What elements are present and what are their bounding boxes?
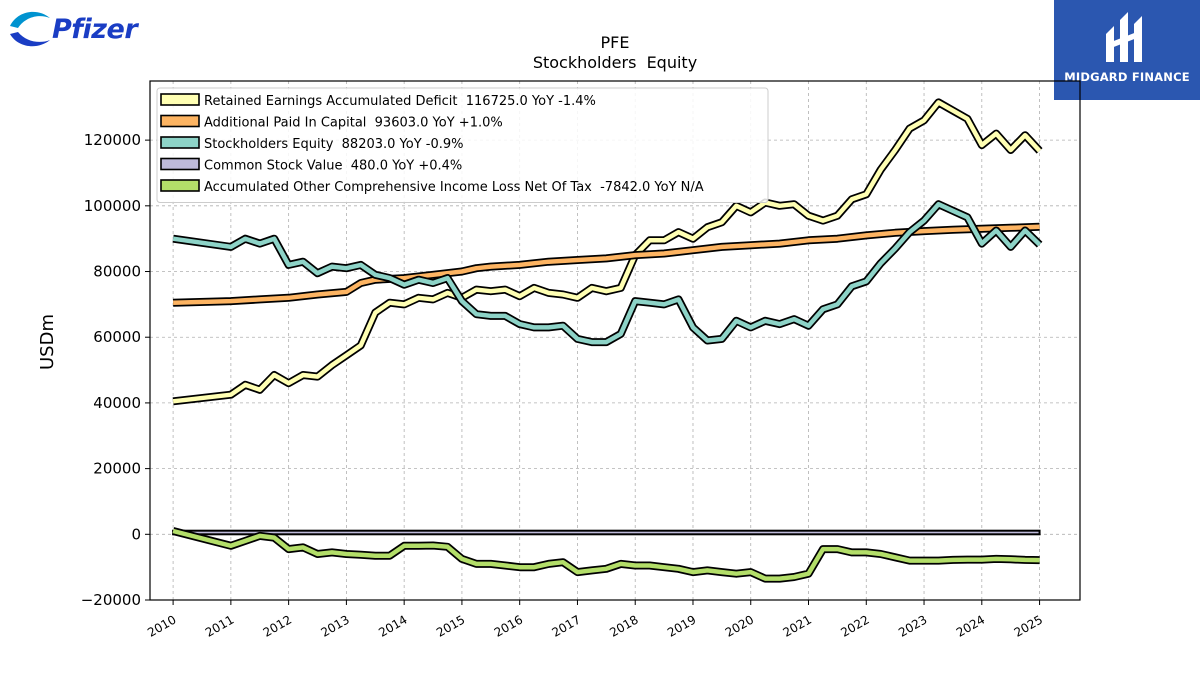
x-tick-label: 2010 [145, 612, 178, 639]
y-tick-label: 100000 [84, 197, 141, 215]
chart-subtitle: Stockholders Equity [533, 53, 697, 72]
x-tick-label: 2018 [607, 612, 640, 639]
legend-label: Retained Earnings Accumulated Deficit 11… [204, 94, 596, 109]
series-line-2 [172, 201, 1042, 345]
y-tick-label: 0 [131, 525, 141, 543]
chart-title: PFE [601, 33, 630, 52]
series-group [172, 98, 1043, 583]
legend-label: Stockholders Equity 88203.0 YoY -0.9% [204, 137, 464, 152]
x-tick-label: 2011 [203, 612, 236, 639]
legend-label: Additional Paid In Capital 93603.0 YoY +… [204, 116, 503, 131]
y-tick-label: 20000 [93, 460, 141, 478]
pfizer-wordmark: Pfizer [52, 14, 138, 45]
midgard-finance-logo: MIDGARD FINANCE [1054, 0, 1200, 100]
x-tick-label: 2024 [954, 612, 987, 639]
x-tick-label: 2016 [492, 612, 525, 639]
x-tick-label: 2014 [376, 612, 409, 639]
y-tick-label: 40000 [93, 394, 141, 412]
x-tick-label: 2012 [261, 612, 294, 639]
plot-frame [149, 80, 1081, 601]
legend-label: Common Stock Value 480.0 YoY +0.4% [204, 159, 462, 174]
midgard-wordmark: MIDGARD FINANCE [1064, 70, 1190, 84]
pfizer-logo: Pfizer [4, 4, 138, 56]
legend-swatch [160, 114, 200, 128]
x-tick-label: 2015 [434, 612, 467, 639]
series-line-outline-4 [172, 527, 1040, 583]
y-tick-label: 60000 [93, 328, 141, 346]
y-tick-label: 80000 [93, 263, 141, 281]
y-axis-label: USDm [37, 314, 58, 370]
x-tick-label: 2022 [838, 612, 871, 639]
legend-box [156, 87, 769, 203]
y-tick-label: 120000 [84, 131, 141, 149]
series-line-4 [172, 528, 1040, 581]
legend-swatch [160, 136, 200, 149]
legend-swatch [160, 179, 200, 192]
legend-swatch [160, 93, 200, 106]
x-tick-label: 2019 [665, 612, 698, 639]
x-tick-label: 2017 [549, 612, 582, 639]
series-line-0 [172, 100, 1042, 404]
y-tick-label: −20000 [81, 591, 141, 609]
legend-label: Accumulated Other Comprehensive Income L… [204, 180, 704, 195]
series-band-common-stock [172, 529, 1041, 536]
series-line-outline-2 [172, 200, 1043, 347]
x-tick-label: 2023 [896, 612, 929, 639]
x-tick-label: 2021 [781, 612, 814, 639]
legend: Retained Earnings Accumulated Deficit 11… [156, 87, 769, 203]
pfizer-swirl-icon [10, 11, 50, 47]
x-tick-label: 2020 [723, 612, 756, 639]
legend-swatch [160, 157, 200, 171]
midgard-emblem-icon [1106, 12, 1142, 62]
x-tick-label: 2013 [318, 612, 351, 639]
x-tick-label: 2025 [1012, 612, 1045, 639]
series-line-1 [173, 224, 1040, 305]
